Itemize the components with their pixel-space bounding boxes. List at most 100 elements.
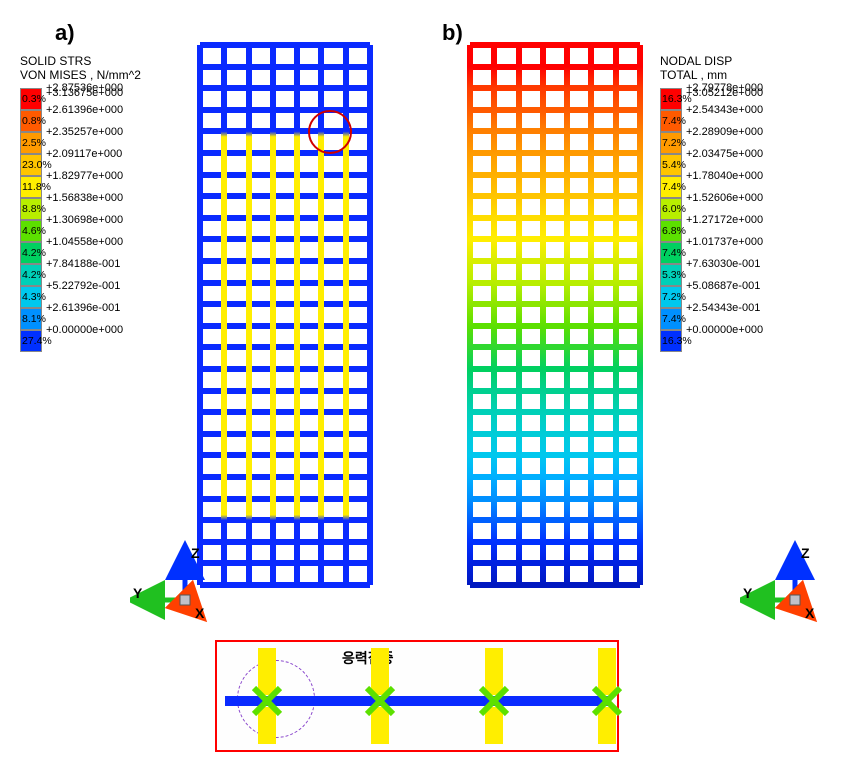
legend-tick: +2.09117e+000	[46, 148, 122, 160]
legend-tick: +1.27172e+000	[686, 214, 763, 226]
legend-percent: 4.2%	[22, 269, 46, 281]
mesh-vbar	[367, 45, 373, 585]
mesh-vbar	[588, 45, 594, 585]
legend-tick: +1.30698e+000	[46, 214, 123, 226]
mesh-vbar	[221, 45, 227, 585]
legend-swatch: 2.5%	[20, 132, 42, 154]
detail-joint-icon	[479, 686, 509, 716]
detail-joint-icon	[252, 686, 282, 716]
figure-root: a) b) SOLID STRS VON MISES , N/mm^2 +3.1…	[0, 0, 847, 762]
legend-swatch: 6.8%	[660, 220, 682, 242]
panel-label-b: b)	[442, 20, 463, 46]
legend-row: 16.3%+0.00000e+000	[660, 330, 763, 352]
panel-label-a: a)	[55, 20, 75, 46]
legend-swatch: 7.2%	[660, 286, 682, 308]
mesh-vbar	[467, 45, 473, 585]
legend-row: 27.4%+0.00000e+000	[20, 330, 141, 352]
mesh-vbar	[637, 45, 643, 585]
svg-text:Y: Y	[743, 585, 753, 601]
legend-swatch: 0.8%	[20, 110, 42, 132]
axis-triad-a: Z Y X	[130, 540, 220, 630]
legend-tick: +1.52606e+000	[686, 192, 763, 204]
legend-swatch: 4.3%	[20, 286, 42, 308]
legend-swatch: 16.3%	[660, 330, 682, 352]
legend-tick: +0.00000e+000	[686, 324, 763, 336]
legend-percent: 27.4%	[22, 335, 52, 347]
legend-swatch: 7.4%	[660, 242, 682, 264]
legend-swatch: 23.0%	[20, 154, 42, 176]
legend-swatch: 7.4%	[660, 176, 682, 198]
svg-text:Z: Z	[191, 545, 200, 561]
legend-tick: +1.82977e+000	[46, 170, 123, 182]
detail-joint-icon	[365, 686, 395, 716]
legend-tick: +2.28909e+000	[686, 126, 763, 138]
legend-tick: +7.84188e-001	[46, 258, 120, 270]
legend-percent: 7.4%	[662, 181, 686, 193]
mesh-vbar	[270, 45, 276, 585]
mesh-vbar	[197, 45, 203, 585]
legend-tick: +1.78040e+000	[686, 170, 763, 182]
svg-text:X: X	[805, 605, 815, 621]
legend-tick: +2.35257e+000	[46, 126, 123, 138]
legend-percent: 2.5%	[22, 137, 46, 149]
legend-percent: 16.3%	[662, 335, 692, 347]
legend-percent: 0.8%	[22, 115, 46, 127]
legend-tick: +2.87536e+000	[46, 82, 123, 94]
legend-tick: +0.00000e+000	[46, 324, 123, 336]
legend-swatch: 8.1%	[20, 308, 42, 330]
legend-percent: 8.1%	[22, 313, 46, 325]
legend-swatch: 0.3%	[20, 88, 42, 110]
legend-stress-title: SOLID STRS VON MISES , N/mm^2	[20, 55, 141, 83]
legend-tick: +1.56838e+000	[46, 192, 123, 204]
legend-swatch: 7.2%	[660, 132, 682, 154]
legend-displacement-title: NODAL DISP TOTAL , mm	[660, 55, 763, 83]
legend-percent: 4.2%	[22, 247, 46, 259]
legend-tick: +5.08687e-001	[686, 280, 760, 292]
mesh-vbar	[246, 45, 252, 585]
legend-tick: +2.61396e+000	[46, 104, 123, 116]
mesh-vbar	[613, 45, 619, 585]
legend-tick: +1.01737e+000	[686, 236, 763, 248]
legend-percent: 5.3%	[662, 269, 686, 281]
legend-percent: 5.4%	[662, 159, 686, 171]
legend-percent: 7.4%	[662, 313, 686, 325]
mesh-vbar	[540, 45, 546, 585]
detail-inset: 응력집중	[215, 640, 619, 752]
legend-swatch: 6.0%	[660, 198, 682, 220]
legend-swatch: 8.8%	[20, 198, 42, 220]
legend-swatch: 5.4%	[660, 154, 682, 176]
legend-tick: +2.61396e-001	[46, 302, 120, 314]
axis-triad-b: Z Y X	[740, 540, 830, 630]
svg-text:Z: Z	[801, 545, 810, 561]
legend-swatch: 4.6%	[20, 220, 42, 242]
legend-tick: +7.63030e-001	[686, 258, 760, 270]
mesh-vbar	[516, 45, 522, 585]
mesh-displacement	[470, 45, 640, 585]
legend-swatch: 7.4%	[660, 110, 682, 132]
legend-percent: 4.6%	[22, 225, 46, 237]
legend-percent: 7.2%	[662, 137, 686, 149]
legend-swatch: 4.2%	[20, 264, 42, 286]
legend-percent: 4.3%	[22, 291, 46, 303]
mesh-vbar	[294, 45, 300, 585]
legend-percent: 7.4%	[662, 115, 686, 127]
legend-tick: +2.54343e+000	[686, 104, 763, 116]
legend-tick: +5.22792e-001	[46, 280, 120, 292]
legend-percent: 8.8%	[22, 203, 46, 215]
legend-percent: 0.3%	[22, 93, 46, 105]
svg-text:Y: Y	[133, 585, 143, 601]
legend-tick: +2.79778e+000	[686, 82, 763, 94]
legend-swatch: 7.4%	[660, 308, 682, 330]
legend-tick: +2.54343e-001	[686, 302, 760, 314]
stress-concentration-circle	[308, 110, 352, 154]
legend-percent: 7.2%	[662, 291, 686, 303]
svg-text:X: X	[195, 605, 205, 621]
legend-stress: SOLID STRS VON MISES , N/mm^2 +3.13675e+…	[20, 55, 141, 352]
legend-swatch: 16.3%	[660, 88, 682, 110]
legend-percent: 6.8%	[662, 225, 686, 237]
legend-percent: 6.0%	[662, 203, 686, 215]
mesh-vbar	[564, 45, 570, 585]
legend-tick: +2.03475e+000	[686, 148, 763, 160]
mesh-vbar	[491, 45, 497, 585]
legend-swatch: 11.8%	[20, 176, 42, 198]
